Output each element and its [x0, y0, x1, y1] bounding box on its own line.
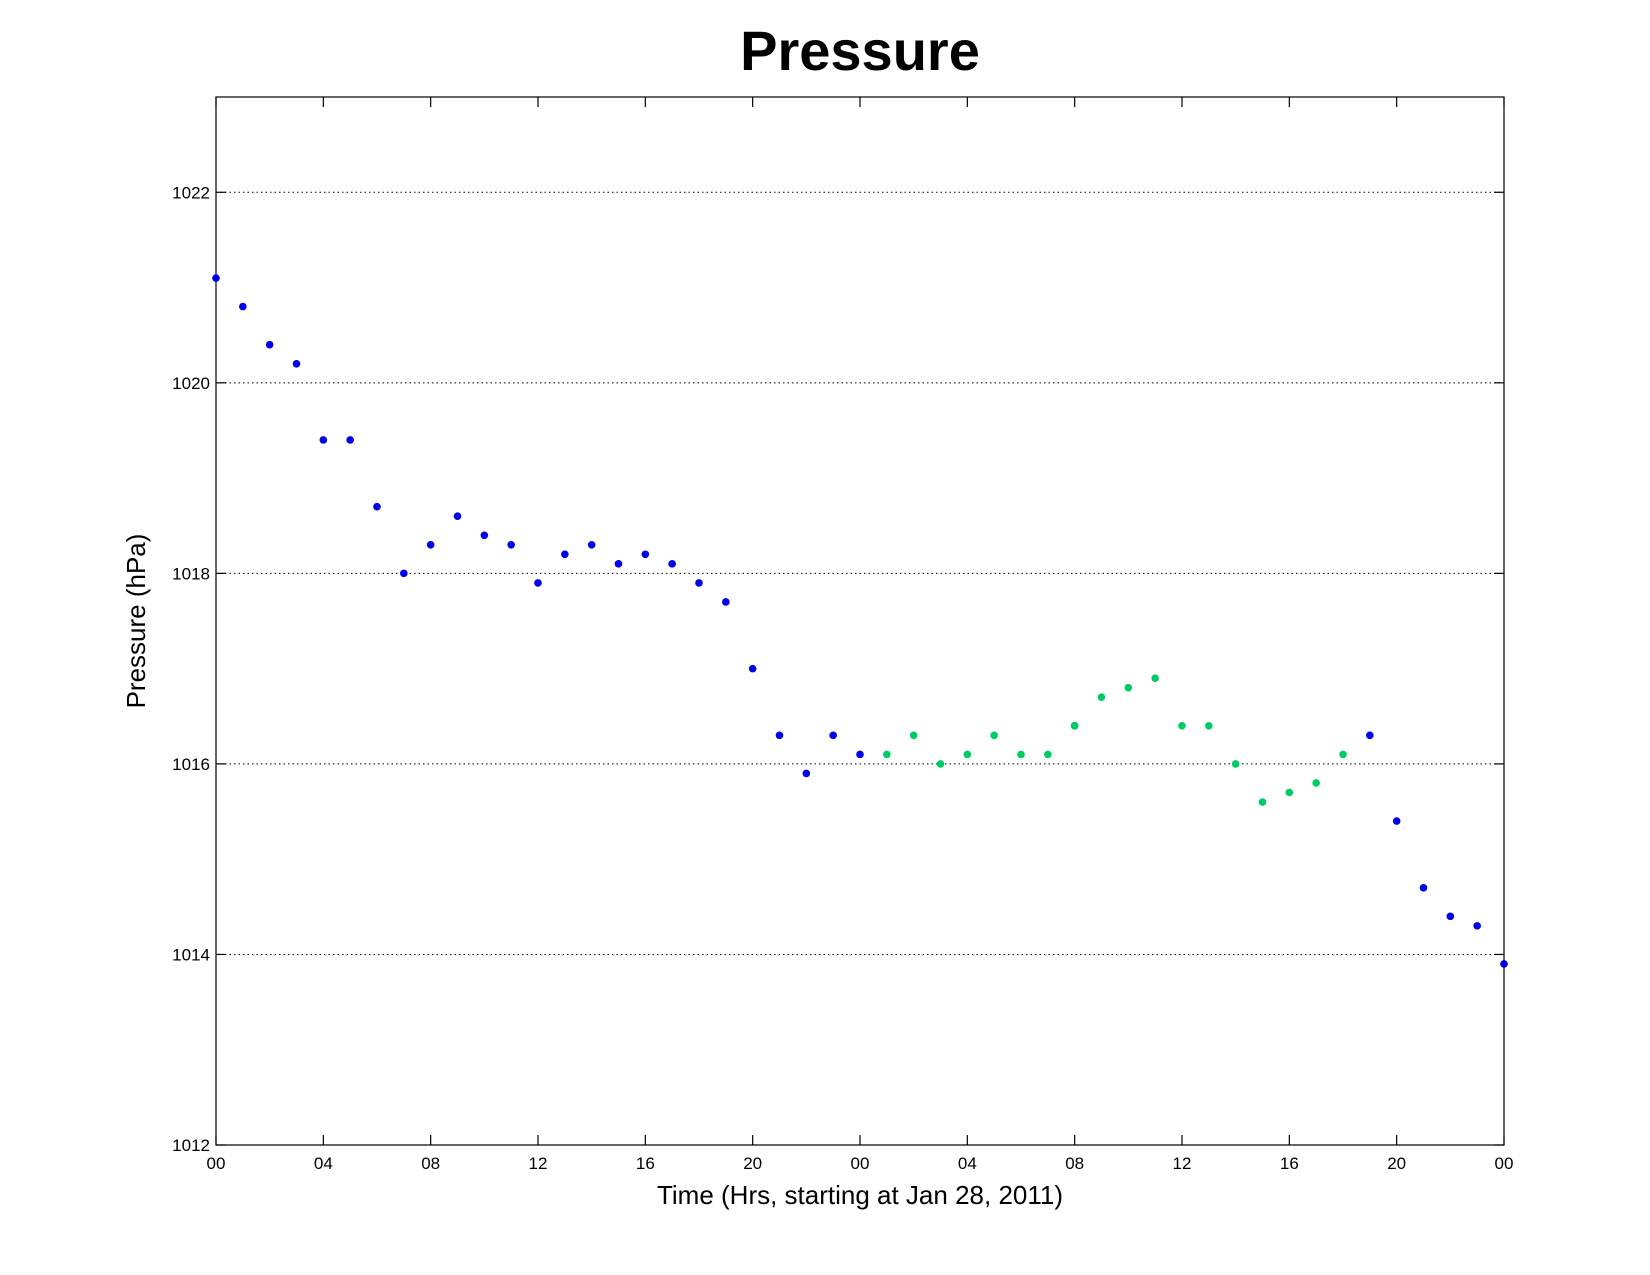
data-point — [1231, 760, 1240, 768]
data-point — [1366, 731, 1374, 740]
data-point — [453, 512, 462, 520]
data-point — [1205, 722, 1213, 730]
data-point — [1178, 722, 1186, 730]
x-tick-label: 16 — [636, 1154, 655, 1173]
chart-title: Pressure — [740, 19, 980, 82]
data-point — [1017, 750, 1025, 759]
x-tick-label: 00 — [851, 1154, 870, 1173]
y-tick-label: 1016 — [172, 755, 210, 774]
data-point — [802, 769, 811, 778]
data-point — [748, 664, 757, 673]
data-point — [373, 502, 381, 511]
y-tick-label: 1012 — [172, 1136, 210, 1155]
data-point — [212, 274, 220, 282]
y-tick-labels: 1012 1014 1016 1018 1020 1022 — [172, 183, 210, 1155]
x-axis-label: Time (Hrs, starting at Jan 28, 2011) — [657, 1180, 1063, 1210]
data-point — [1339, 750, 1347, 759]
data-point — [1124, 683, 1133, 692]
data-point — [883, 750, 891, 759]
y-grid — [216, 191, 1504, 955]
data-point — [722, 598, 730, 606]
data-point — [1258, 798, 1267, 806]
data-point — [1392, 817, 1401, 825]
data-point — [1473, 922, 1481, 930]
data-point — [561, 550, 569, 559]
data-point — [346, 436, 354, 444]
x-tick-label: 08 — [1065, 1154, 1084, 1173]
data-point — [695, 579, 703, 587]
data-point — [1312, 779, 1320, 787]
x-tick-label: 08 — [421, 1154, 440, 1173]
data-point — [936, 760, 945, 768]
data-point — [614, 560, 623, 568]
data-point — [507, 540, 515, 549]
data-point — [265, 340, 274, 349]
x-tick-label: 00 — [1495, 1154, 1514, 1173]
data-point — [1446, 912, 1455, 921]
data-point — [1070, 722, 1079, 730]
data-point — [239, 302, 247, 311]
x-tick-label: 20 — [1387, 1154, 1406, 1173]
data-point — [1151, 674, 1159, 682]
data-point — [856, 750, 864, 759]
y-tick-label: 1018 — [172, 564, 210, 583]
data-point — [963, 750, 972, 759]
data-points — [212, 274, 1508, 968]
x-tick-label: 04 — [314, 1154, 333, 1173]
data-point — [1419, 883, 1428, 892]
y-tick-label: 1020 — [172, 374, 210, 393]
data-point — [426, 540, 435, 549]
y-tick-label: 1014 — [172, 945, 210, 964]
data-point — [1500, 960, 1508, 968]
x-tick-label: 12 — [529, 1154, 548, 1173]
x-tick-labels: 00 04 08 12 16 20 00 04 08 12 16 20 00 — [207, 1154, 1514, 1173]
data-point — [775, 731, 784, 740]
data-point — [1285, 788, 1294, 797]
x-tick-label: 20 — [743, 1154, 762, 1173]
data-point — [909, 731, 918, 740]
data-point — [990, 731, 998, 740]
data-point — [1044, 750, 1052, 759]
data-point — [587, 540, 596, 549]
x-tick-label: 16 — [1280, 1154, 1299, 1173]
axis-ticks — [215, 97, 1505, 1146]
data-point — [480, 531, 489, 540]
data-point — [292, 359, 301, 368]
data-point — [534, 579, 542, 587]
data-point — [668, 560, 676, 568]
y-axis-label: Pressure (hPa) — [121, 534, 151, 709]
plot-frame — [215, 96, 1505, 1146]
data-point — [319, 436, 328, 444]
data-point — [829, 731, 837, 740]
data-point — [1097, 693, 1106, 702]
x-tick-label: 04 — [958, 1154, 977, 1173]
data-point — [400, 569, 408, 578]
x-tick-label: 12 — [1173, 1154, 1192, 1173]
y-tick-label: 1022 — [172, 183, 210, 202]
data-point — [641, 550, 650, 559]
x-tick-label: 00 — [207, 1154, 226, 1173]
